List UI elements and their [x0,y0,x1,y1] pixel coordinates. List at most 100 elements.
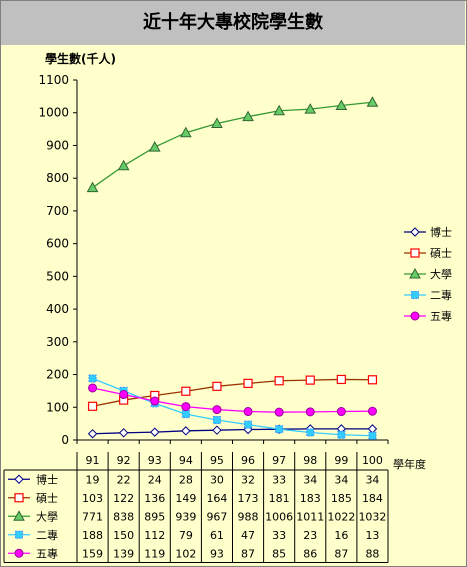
table-cell-3-4: 61 [210,529,224,542]
table-cell-3-5: 47 [241,529,255,542]
table-legend-marker-3 [15,530,23,539]
data-point-2-7 [304,103,317,114]
x-axis-label: 學年度 [393,458,426,471]
table-cell-4-1: 139 [113,547,134,560]
legend-label-0: 博士 [430,226,452,239]
data-point-2-0 [86,181,99,193]
table-cell-4-8: 87 [334,547,348,560]
data-point-4-3 [181,402,191,412]
table-legend-marker-1 [14,493,24,503]
series-line-2 [92,101,373,189]
data-point-4-9 [367,406,377,416]
plot-area [77,80,388,440]
table-cell-0-8: 34 [334,473,348,486]
data-point-3-8 [337,430,346,439]
data-point-1-5 [243,378,253,388]
table-cell-0-7: 34 [303,473,317,486]
series-line-0 [92,428,373,435]
table-cell-2-1: 838 [113,510,134,523]
table-cell-0-4: 30 [210,473,224,486]
data-point-3-7 [306,428,315,437]
table-cell-4-4: 93 [210,547,224,560]
data-point-4-7 [305,407,315,417]
table-cell-4-6: 85 [272,547,286,560]
table-cell-1-8: 185 [331,492,352,505]
data-point-0-4 [212,425,222,435]
table-cell-3-7: 23 [303,529,317,542]
table-cell-4-0: 159 [82,547,103,560]
data-point-1-8 [336,374,346,385]
x-tick-label: 99 [334,454,348,467]
table-cell-1-9: 184 [362,492,383,505]
table-cell-1-2: 136 [144,492,165,505]
table-cell-3-3: 79 [179,529,193,542]
data-point-1-9 [367,375,378,385]
table-row-label-4: 五專 [36,547,58,560]
y-tick-label: 900 [46,138,69,152]
x-tick-label: 94 [179,454,193,467]
data-point-2-4 [211,117,223,129]
data-point-1-6 [274,376,284,386]
table-cell-4-3: 102 [175,547,196,560]
data-point-2-8 [335,99,348,111]
data-point-1-7 [305,375,315,385]
data-point-4-1 [119,390,129,400]
legend-label-4: 五專 [430,310,452,323]
table-cell-2-8: 1022 [327,510,355,523]
data-point-0-2 [150,427,160,437]
table-cell-1-1: 122 [113,492,134,505]
legend-label-2: 大學 [430,267,452,281]
y-tick-label: 400 [46,302,69,316]
legend-marker-3 [411,291,419,299]
table-cell-0-0: 19 [86,473,100,486]
table-cell-2-3: 939 [175,510,196,523]
data-point-1-4 [212,381,222,391]
table-cell-2-7: 1011 [296,510,324,523]
table-cell-2-6: 1006 [265,510,293,523]
table-cell-3-2: 112 [144,529,165,542]
table-row-label-0: 博士 [36,473,58,486]
data-point-0-0 [87,429,98,439]
table-cell-3-0: 188 [82,529,103,542]
table-row-label-3: 二專 [36,529,58,542]
table-cell-4-7: 86 [303,547,317,560]
chart-title: 近十年大專校院學生數 [143,12,323,33]
data-point-1-3 [181,386,191,396]
y-axis-label: 學生數(千人) [45,52,116,66]
table-legend-marker-4 [14,548,24,558]
table-row-label-1: 碩士 [36,492,58,505]
table-cell-1-5: 173 [238,492,259,505]
data-point-3-4 [212,416,221,425]
x-tick-label: 97 [272,454,286,467]
data-point-3-3 [181,410,190,419]
table-cell-3-9: 13 [365,529,379,542]
data-point-2-3 [180,126,192,138]
table-cell-2-0: 771 [82,510,103,523]
table-cell-2-2: 895 [144,510,165,523]
legend-marker-1 [410,248,420,258]
data-point-3-6 [275,425,284,434]
legend-label-1: 碩士 [430,247,452,260]
table-row-label-2: 大學 [36,509,58,523]
x-tick-label: 91 [86,454,100,467]
data-point-2-6 [273,104,285,116]
table-cell-0-6: 33 [272,473,286,486]
data-point-4-8 [336,407,346,417]
table-cell-3-1: 150 [113,529,134,542]
data-point-4-6 [274,407,284,417]
series-line-4 [92,387,373,413]
table-cell-0-1: 22 [117,473,131,486]
table-cell-1-7: 183 [300,492,321,505]
x-tick-label: 95 [210,454,224,467]
table-legend-marker-2 [13,510,25,521]
y-tick-label: 800 [46,171,69,185]
table-cell-0-3: 28 [179,473,193,486]
x-tick-label: 93 [148,454,162,467]
table-cell-1-3: 149 [175,492,196,505]
legend-marker-2 [409,267,421,279]
x-tick-label: 98 [303,454,317,467]
data-point-3-9 [368,431,377,440]
data-point-4-5 [243,407,253,417]
y-tick-label: 700 [46,204,69,218]
table-cell-3-6: 33 [272,529,286,542]
